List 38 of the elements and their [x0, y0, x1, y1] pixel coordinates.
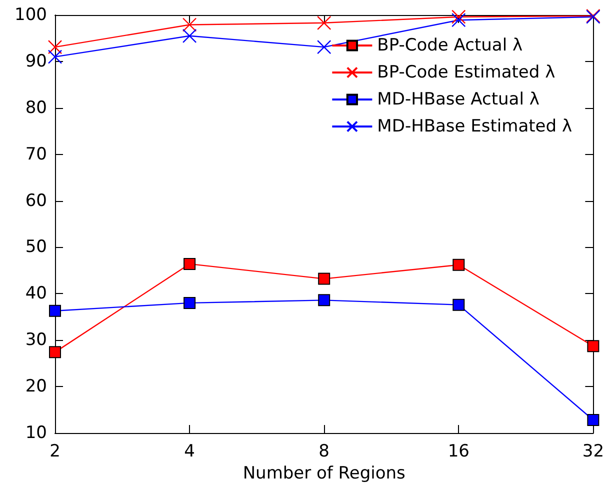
- point: [182, 18, 197, 32]
- legend-label: MD-HBase Actual λ: [377, 90, 540, 110]
- point: [318, 272, 330, 285]
- y-tick-label: 100: [14, 5, 47, 25]
- point: [49, 304, 61, 317]
- y-tick-label: 80: [25, 98, 47, 118]
- legend-label: BP-Code Estimated λ: [377, 62, 556, 82]
- y-tick-label: 90: [25, 51, 47, 72]
- point: [316, 40, 332, 54]
- y-tick-label: 70: [25, 144, 47, 164]
- y-tick-label: 10: [25, 423, 47, 443]
- x-tick-label: 8: [318, 442, 330, 462]
- point: [452, 10, 466, 24]
- point: [184, 296, 196, 309]
- point: [587, 340, 600, 352]
- x-tick-label: 32: [582, 442, 604, 462]
- y-tick-label: 30: [25, 330, 47, 350]
- point: [48, 50, 62, 64]
- point: [182, 28, 197, 43]
- y-tick-label: 20: [25, 376, 47, 397]
- point: [318, 294, 330, 306]
- point: [48, 40, 62, 54]
- point: [49, 346, 61, 358]
- legend-label: MD-HBase Estimated λ: [377, 116, 572, 136]
- y-tick-label: 50: [25, 237, 47, 258]
- x-axis-title: Number of Regions: [242, 464, 406, 484]
- legend-label: BP-Code Actual λ: [377, 36, 523, 56]
- y-tick-label: 60: [25, 190, 47, 211]
- point: [452, 298, 465, 311]
- point: [587, 414, 600, 426]
- point: [316, 16, 332, 30]
- x-tick-label: 4: [184, 442, 195, 462]
- y-tick-label: 40: [25, 284, 47, 304]
- x-tick-label: 16: [448, 442, 470, 462]
- x-tick-label: 2: [50, 442, 60, 462]
- point: [452, 13, 466, 28]
- point: [452, 258, 465, 271]
- point: [184, 258, 196, 270]
